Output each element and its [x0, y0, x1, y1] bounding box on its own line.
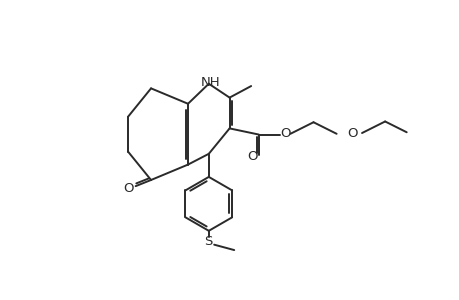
Text: O: O: [346, 127, 357, 140]
Text: O: O: [280, 127, 291, 140]
Text: O: O: [247, 150, 257, 164]
Text: S: S: [204, 235, 213, 248]
Text: NH: NH: [200, 76, 220, 89]
Text: O: O: [123, 182, 134, 195]
